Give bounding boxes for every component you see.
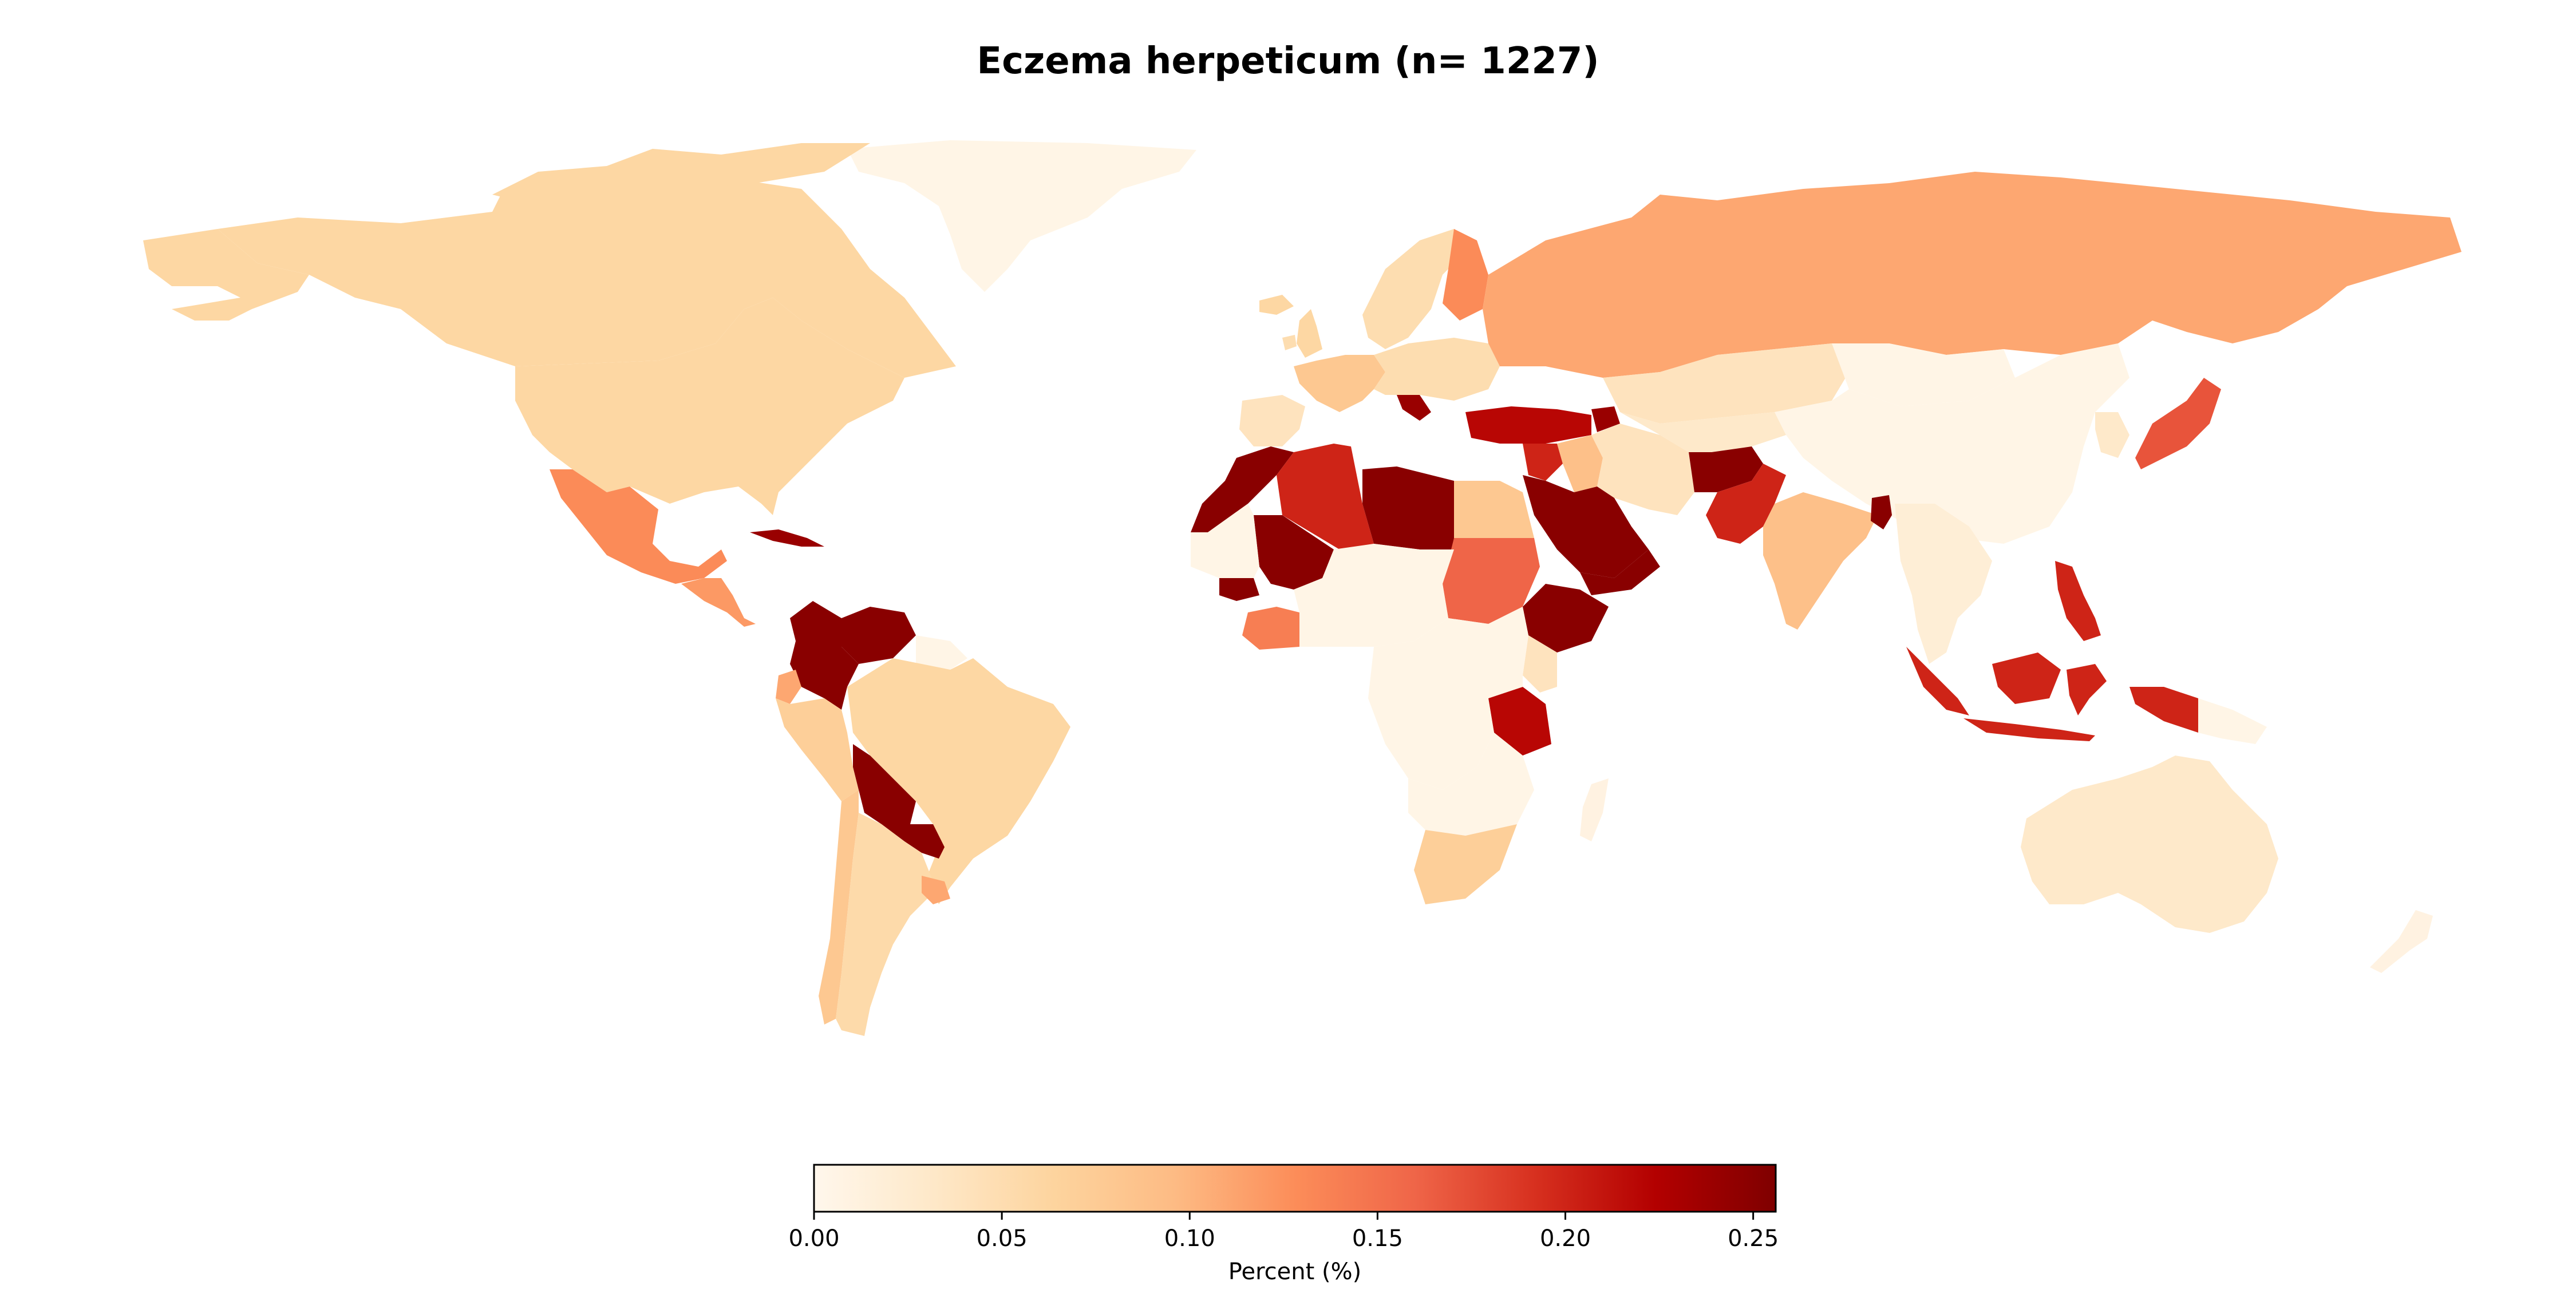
region-egypt[interactable] [1454, 481, 1534, 538]
region-iceland[interactable] [1259, 295, 1294, 315]
region-mongolia[interactable] [1832, 343, 2015, 406]
region-madagascar[interactable] [1580, 778, 1609, 841]
region-southeast-asia[interactable] [1895, 504, 1992, 664]
region-iberia[interactable] [1239, 395, 1305, 446]
region-ireland[interactable] [1282, 335, 1297, 350]
region-afghanistan[interactable] [1689, 446, 1763, 492]
region-scandinavia[interactable] [1362, 229, 1465, 349]
region-sulawesi[interactable] [2067, 664, 2107, 715]
region-papua-new-guinea[interactable] [2198, 698, 2267, 744]
region-canada[interactable] [218, 172, 956, 378]
colorbar: 0.00 0.05 0.10 0.15 0.20 0.25 Percent (%) [788, 1164, 1779, 1285]
region-iraq[interactable] [1557, 435, 1603, 492]
region-borneo[interactable] [1992, 652, 2061, 704]
region-algeria[interactable] [1277, 444, 1374, 549]
region-western-europe[interactable] [1294, 355, 1385, 412]
region-central-europe[interactable] [1374, 338, 1500, 401]
region-iran[interactable] [1591, 424, 1694, 515]
region-saudi-arabia[interactable] [1523, 475, 1649, 578]
region-java[interactable] [1963, 718, 2095, 741]
region-bangladesh[interactable] [1871, 495, 1892, 529]
region-australia[interactable] [2021, 756, 2278, 933]
region-southern-africa[interactable] [1408, 733, 1534, 836]
region-brazil[interactable] [847, 658, 1070, 904]
region-bolivia[interactable] [853, 744, 916, 824]
colorbar-label: Percent (%) [1228, 1259, 1361, 1285]
colorbar-tick-label: 0.15 [1352, 1225, 1403, 1252]
region-turkey[interactable] [1465, 406, 1591, 444]
region-chile[interactable] [819, 790, 859, 1025]
region-tanzania[interactable] [1488, 687, 1551, 756]
region-canadian-arctic-islands[interactable] [492, 143, 870, 206]
region-china[interactable] [1775, 343, 2129, 544]
region-mali[interactable] [1254, 515, 1334, 590]
region-senegal[interactable] [1219, 578, 1259, 601]
region-central-asia[interactable] [1620, 412, 1786, 452]
region-new-zealand[interactable] [2370, 910, 2433, 973]
region-argentina[interactable] [836, 813, 933, 1036]
region-south-africa[interactable] [1414, 824, 1517, 904]
region-caucasus[interactable] [1591, 406, 1620, 432]
colorbar-tick-label: 0.25 [1728, 1225, 1779, 1252]
colorbar-tick-label: 0.00 [788, 1225, 839, 1252]
colorbar-tick-label: 0.05 [977, 1225, 1028, 1252]
region-japan[interactable] [2135, 378, 2221, 469]
region-russia[interactable] [1483, 172, 2462, 378]
colorbar-tick-label: 0.20 [1540, 1225, 1591, 1252]
region-west-papua[interactable] [2129, 687, 2198, 733]
map-title: Eczema herpeticum (n= 1227) [977, 40, 1599, 82]
region-indonesia[interactable] [1906, 647, 1969, 715]
region-pakistan[interactable] [1706, 464, 1786, 544]
region-peru[interactable] [776, 698, 859, 801]
region-yemen[interactable] [1580, 549, 1660, 595]
region-alaska[interactable] [143, 229, 309, 321]
colorbar-tick-label: 0.10 [1164, 1225, 1215, 1252]
region-india[interactable] [1763, 492, 1878, 630]
region-morocco[interactable] [1191, 446, 1294, 532]
region-balkans[interactable] [1397, 395, 1431, 421]
region-kenya[interactable] [1523, 635, 1557, 693]
region-central-america[interactable] [681, 578, 756, 627]
region-syria[interactable] [1523, 444, 1563, 481]
colorbar-ticks: 0.00 0.05 0.10 0.15 0.20 0.25 [788, 1212, 1779, 1252]
region-united-states[interactable] [515, 298, 904, 515]
region-uruguay[interactable] [922, 876, 950, 904]
region-guyanas[interactable] [916, 635, 967, 670]
region-korea[interactable] [2095, 412, 2129, 458]
region-libya[interactable] [1362, 466, 1454, 549]
region-venezuela[interactable] [841, 607, 916, 664]
region-ethiopia[interactable] [1523, 584, 1609, 652]
region-philippines[interactable] [2055, 561, 2101, 641]
region-greenland[interactable] [847, 140, 1196, 292]
region-west-africa-sahel[interactable] [1191, 504, 1454, 647]
map-layer [143, 140, 2462, 1036]
region-sudan[interactable] [1443, 538, 1540, 624]
region-ecuador[interactable] [776, 670, 801, 704]
region-united-kingdom[interactable] [1297, 309, 1322, 358]
region-kazakhstan[interactable] [1603, 343, 1849, 424]
region-paraguay[interactable] [882, 824, 945, 859]
region-colombia[interactable] [790, 601, 859, 710]
region-ghana[interactable] [1242, 607, 1299, 650]
region-finland[interactable] [1443, 229, 1488, 321]
colorbar-gradient [813, 1164, 1777, 1213]
region-cuba[interactable] [750, 529, 824, 547]
region-mexico[interactable] [550, 469, 727, 584]
